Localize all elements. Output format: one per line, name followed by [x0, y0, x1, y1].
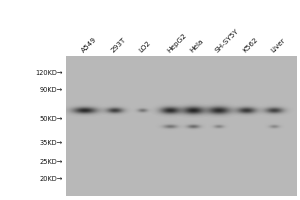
Text: 20KD→: 20KD→ [40, 176, 63, 182]
Text: 35KD→: 35KD→ [40, 140, 63, 146]
Text: 90KD→: 90KD→ [40, 87, 63, 93]
Text: Liver: Liver [270, 37, 286, 54]
Text: SH-SY5Y: SH-SY5Y [214, 28, 240, 54]
Text: 50KD→: 50KD→ [40, 116, 63, 122]
Text: HepG2: HepG2 [166, 32, 188, 54]
Text: 293T: 293T [110, 37, 127, 54]
Text: 120KD→: 120KD→ [36, 70, 63, 76]
Text: 25KD→: 25KD→ [40, 159, 63, 165]
Text: A549: A549 [80, 36, 98, 54]
Text: LO2: LO2 [138, 40, 152, 54]
Text: K562: K562 [242, 37, 259, 54]
Text: Hela: Hela [189, 38, 205, 54]
